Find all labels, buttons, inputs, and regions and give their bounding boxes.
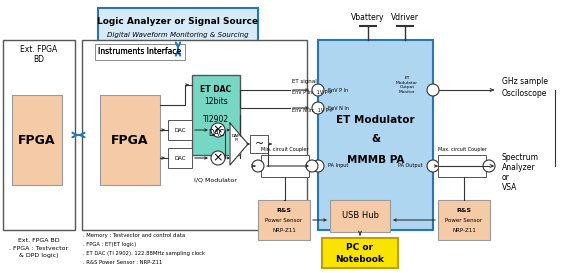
Text: DAC: DAC: [208, 129, 224, 138]
Bar: [438, 200, 490, 240]
Text: Power Sensor: Power Sensor: [265, 218, 303, 222]
Bar: [3, 40, 75, 230]
Bar: [330, 200, 390, 232]
Text: & DPD logic): & DPD logic): [19, 254, 59, 259]
Text: . FPGA : ET(ET logic): . FPGA : ET(ET logic): [83, 242, 136, 247]
Bar: [258, 200, 310, 240]
Circle shape: [312, 160, 324, 172]
Text: . R&S Power Sensor : NRP-Z11: . R&S Power Sensor : NRP-Z11: [83, 260, 162, 265]
Text: or: or: [502, 173, 510, 182]
Text: Max. circuit Coupler: Max. circuit Coupler: [438, 147, 486, 153]
Bar: [100, 95, 160, 185]
Circle shape: [427, 84, 439, 96]
Text: EnV N In:  1V P-P: EnV N In: 1V P-P: [292, 108, 333, 112]
Text: DAM
PI: DAM PI: [232, 134, 242, 142]
Circle shape: [211, 151, 225, 165]
Text: EnV P In: EnV P In: [328, 88, 348, 93]
Circle shape: [252, 160, 264, 172]
Text: NRP-Z11: NRP-Z11: [272, 227, 296, 233]
Text: PC or: PC or: [346, 244, 374, 253]
Text: Ext. FPGA: Ext. FPGA: [20, 46, 58, 55]
Text: Notebook: Notebook: [336, 254, 384, 263]
Text: Analyzer: Analyzer: [502, 162, 536, 171]
Text: Vbattery: Vbattery: [351, 13, 385, 22]
Text: Instruments Interface: Instruments Interface: [99, 48, 181, 57]
Circle shape: [269, 160, 281, 172]
Bar: [82, 40, 307, 230]
Text: DAC: DAC: [174, 127, 186, 132]
Text: DAC: DAC: [174, 156, 186, 161]
Text: EnV N In: EnV N In: [328, 105, 349, 111]
Bar: [261, 155, 309, 177]
Bar: [438, 155, 486, 177]
Text: . FPGA : Testvector: . FPGA : Testvector: [10, 245, 69, 251]
Text: GHz sample: GHz sample: [502, 78, 548, 87]
Text: Min. circuit Coupler: Min. circuit Coupler: [261, 147, 309, 153]
Text: EnV P In:  1V P-P: EnV P In: 1V P-P: [292, 90, 332, 94]
Text: ET Modulator: ET Modulator: [336, 115, 415, 125]
Circle shape: [483, 160, 495, 172]
Text: NRP-Z11: NRP-Z11: [452, 227, 476, 233]
Text: ×: ×: [213, 152, 223, 165]
Text: Vdriver: Vdriver: [391, 13, 419, 22]
Text: BD: BD: [33, 55, 44, 64]
Bar: [98, 8, 258, 46]
Bar: [168, 120, 192, 140]
Text: FPGA: FPGA: [18, 133, 56, 147]
Circle shape: [306, 160, 318, 172]
Polygon shape: [230, 123, 248, 165]
Circle shape: [312, 84, 324, 96]
Text: I/Q Modulator: I/Q Modulator: [193, 177, 236, 182]
Bar: [192, 75, 240, 155]
Text: ET
Modulator
Output
Monitor: ET Modulator Output Monitor: [396, 76, 418, 94]
Text: PA Input: PA Input: [328, 164, 348, 168]
Text: TI2902: TI2902: [203, 115, 229, 124]
Text: . ET DAC (TI 2902). 122.88MHz sampling clock: . ET DAC (TI 2902). 122.88MHz sampling c…: [83, 251, 205, 256]
Text: VSA: VSA: [502, 182, 517, 191]
Text: Spectrum: Spectrum: [502, 153, 539, 162]
Text: &: &: [371, 134, 380, 144]
Circle shape: [211, 123, 225, 137]
Bar: [95, 44, 185, 60]
Text: Logic Analyzer or Signal Source: Logic Analyzer or Signal Source: [98, 16, 259, 25]
Text: R&S: R&S: [456, 207, 472, 212]
Text: Osciloscope: Osciloscope: [502, 88, 547, 97]
Circle shape: [312, 102, 324, 114]
Bar: [318, 40, 433, 230]
Bar: [322, 238, 398, 268]
Text: 12bits: 12bits: [204, 97, 228, 106]
Circle shape: [427, 160, 439, 172]
Text: ~: ~: [255, 139, 264, 149]
Text: ×: ×: [213, 123, 223, 136]
Text: Instruments Interface: Instruments Interface: [99, 48, 181, 57]
Text: ET signal: ET signal: [292, 79, 317, 85]
Text: MMMB PA: MMMB PA: [347, 155, 404, 165]
Text: ET DAC: ET DAC: [201, 85, 231, 94]
Bar: [250, 135, 268, 153]
Text: Ext. FPGA BD: Ext. FPGA BD: [18, 238, 60, 242]
Bar: [12, 95, 62, 185]
Text: USB Hub: USB Hub: [341, 212, 379, 221]
Text: Digital Waveform Monitoring & Sourcing: Digital Waveform Monitoring & Sourcing: [107, 32, 249, 38]
Bar: [168, 148, 192, 168]
Text: . Memory : Testvector and control data: . Memory : Testvector and control data: [83, 233, 185, 238]
Text: FPGA: FPGA: [111, 133, 149, 147]
Text: PA Output: PA Output: [399, 164, 423, 168]
Text: R&S: R&S: [277, 207, 291, 212]
Text: Power Sensor: Power Sensor: [446, 218, 483, 222]
